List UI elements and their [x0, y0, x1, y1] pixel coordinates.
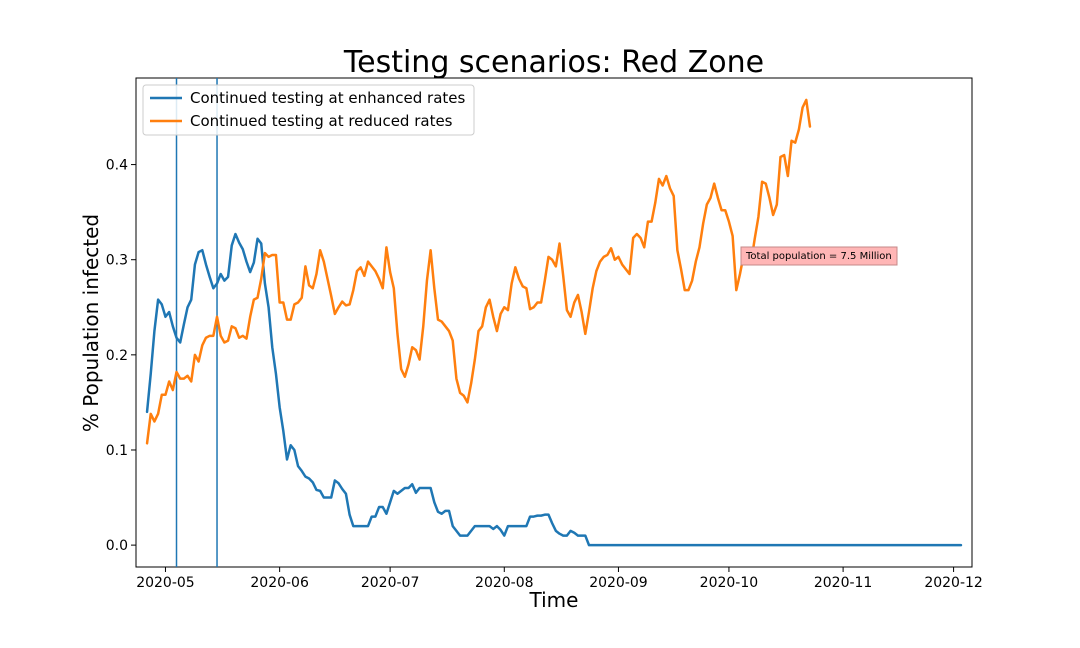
- y-tick-label: 0.0: [106, 538, 128, 554]
- legend-label-enhanced: Continued testing at enhanced rates: [190, 89, 466, 107]
- legend: Continued testing at enhanced rates Cont…: [142, 84, 475, 136]
- x-axis-label: Time: [529, 588, 579, 612]
- x-tick-label: 2020-08: [475, 575, 534, 591]
- x-tick-label: 2020-07: [361, 575, 420, 591]
- y-tick-label: 0.4: [106, 158, 128, 174]
- x-tick-label: 2020-09: [589, 575, 648, 591]
- x-tick-label: 2020-06: [250, 575, 309, 591]
- annotation-box: [740, 246, 898, 266]
- series-layer: [145, 98, 963, 547]
- x-tick-label: 2020-10: [700, 575, 759, 591]
- legend-frame: [142, 84, 475, 136]
- legend-label-reduced: Continued testing at reduced rates: [190, 112, 453, 130]
- series-line-reduced: [145, 98, 812, 445]
- chart-title: Testing scenarios: Red Zone: [343, 45, 764, 80]
- series-line-enhanced: [145, 232, 963, 547]
- x-tick-label: 2020-12: [924, 575, 983, 591]
- x-axis-ticks: 2020-05 2020-06 2020-07 2020-08 2020-09 2020-…: [136, 567, 983, 591]
- annotation-text: Total population = 7.5 Million: [745, 251, 892, 262]
- x-tick-label: 2020-05: [136, 575, 195, 591]
- y-axis-ticks: 0.0 0.1 0.2 0.3 0.4: [106, 158, 136, 554]
- reference-lines: [175, 78, 218, 567]
- y-tick-label: 0.1: [106, 443, 128, 459]
- plot-area-frame: [135, 77, 973, 568]
- y-tick-label: 0.3: [106, 253, 128, 269]
- x-tick-label: 2020-11: [814, 575, 873, 591]
- y-tick-label: 0.2: [106, 348, 128, 364]
- population-annotation: Total population = 7.5 Million: [740, 246, 898, 266]
- y-axis-label: % Population infected: [79, 214, 103, 432]
